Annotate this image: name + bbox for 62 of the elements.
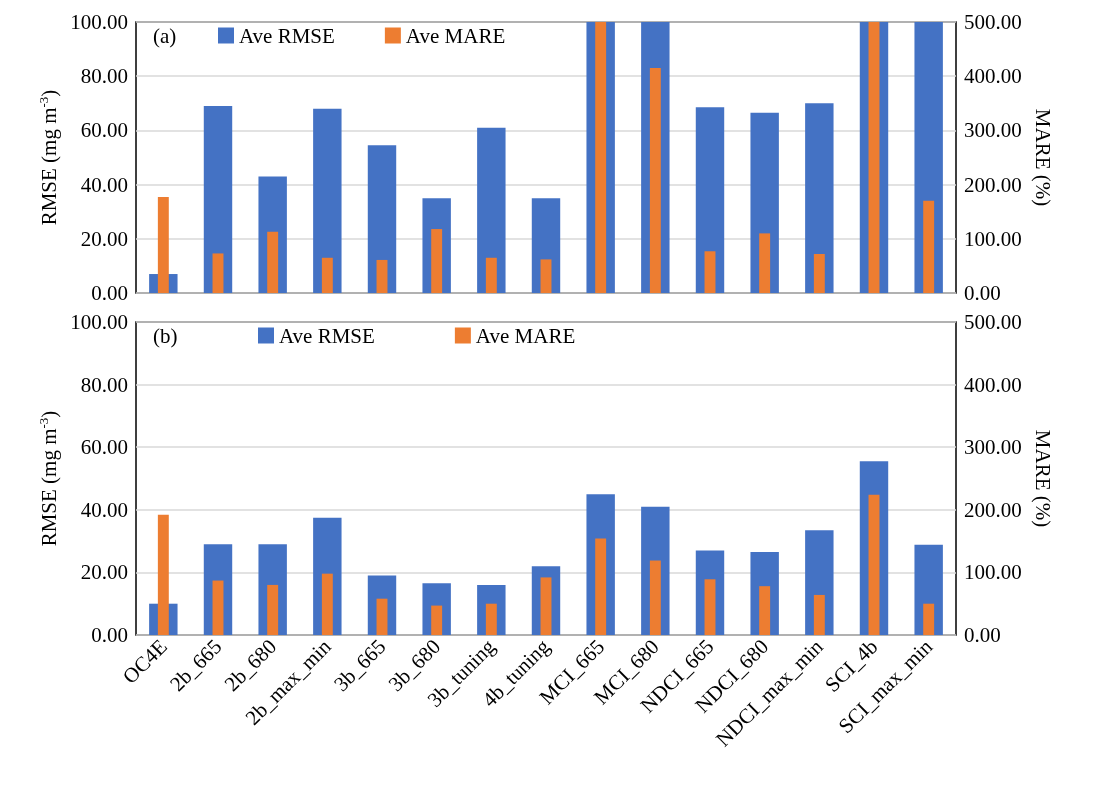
bar bbox=[477, 127, 506, 293]
bar bbox=[212, 580, 224, 635]
legend-label: Ave MARE bbox=[405, 23, 506, 48]
bar bbox=[595, 538, 607, 635]
y2-axis-title: MARE (%) bbox=[1031, 429, 1056, 528]
bar bbox=[805, 103, 834, 293]
y-tick-label: 100.00 bbox=[70, 10, 128, 34]
bar bbox=[212, 253, 224, 293]
bar bbox=[813, 253, 825, 293]
bar bbox=[267, 231, 279, 293]
y2-tick-label: 300.00 bbox=[964, 118, 1022, 143]
y2-tick-label: 0.00 bbox=[964, 623, 1001, 647]
bar bbox=[321, 573, 333, 635]
y2-tick-label: 300.00 bbox=[964, 435, 1022, 460]
chart-title: (b) bbox=[153, 323, 178, 348]
bar bbox=[267, 584, 279, 635]
y-tick-label: 80.00 bbox=[80, 64, 128, 89]
y-tick-label: 20.00 bbox=[80, 226, 128, 251]
y-tick-label: 60.00 bbox=[80, 435, 128, 460]
y2-tick-label: 500.00 bbox=[964, 10, 1022, 34]
bar bbox=[485, 257, 497, 293]
bar bbox=[376, 598, 388, 635]
y2-tick-label: 100.00 bbox=[964, 226, 1022, 251]
bar bbox=[431, 605, 443, 635]
legend-label: Ave RMSE bbox=[279, 323, 375, 348]
y-tick-label: 40.00 bbox=[80, 497, 128, 522]
y-tick-label: 100.00 bbox=[70, 310, 128, 334]
legend-label: Ave MARE bbox=[475, 323, 576, 348]
chart-title: (a) bbox=[153, 23, 177, 48]
y2-tick-label: 400.00 bbox=[964, 64, 1022, 89]
y-axis-title: RMSE (mg m-3) bbox=[36, 89, 61, 226]
bar bbox=[431, 229, 443, 293]
y-axis-title: RMSE (mg m-3) bbox=[36, 410, 61, 547]
bar bbox=[813, 594, 825, 635]
bar bbox=[923, 603, 935, 635]
bar bbox=[313, 108, 342, 293]
y2-tick-label: 100.00 bbox=[964, 560, 1022, 585]
y-tick-label: 40.00 bbox=[80, 172, 128, 197]
bar bbox=[759, 233, 771, 293]
y2-tick-label: 200.00 bbox=[964, 172, 1022, 197]
bar bbox=[704, 251, 716, 293]
bar bbox=[367, 145, 397, 293]
y-tick-label: 80.00 bbox=[80, 372, 128, 397]
bar bbox=[704, 579, 716, 635]
y-tick-label: 0.00 bbox=[91, 281, 128, 305]
bar bbox=[485, 603, 497, 635]
bar bbox=[649, 560, 661, 635]
legend-label: Ave RMSE bbox=[239, 23, 335, 48]
y2-tick-label: 500.00 bbox=[964, 310, 1022, 334]
bar bbox=[203, 106, 233, 293]
bar bbox=[759, 586, 771, 635]
y-tick-label: 60.00 bbox=[80, 118, 128, 143]
y2-axis-title: MARE (%) bbox=[1031, 108, 1056, 207]
y-tick-label: 20.00 bbox=[80, 560, 128, 585]
y2-tick-label: 400.00 bbox=[964, 372, 1022, 397]
y2-tick-label: 0.00 bbox=[964, 281, 1001, 305]
bar bbox=[321, 257, 333, 293]
y2-tick-label: 200.00 bbox=[964, 497, 1022, 522]
bar bbox=[540, 259, 552, 293]
bar bbox=[695, 107, 725, 293]
bar bbox=[923, 200, 935, 293]
bar bbox=[376, 259, 388, 293]
